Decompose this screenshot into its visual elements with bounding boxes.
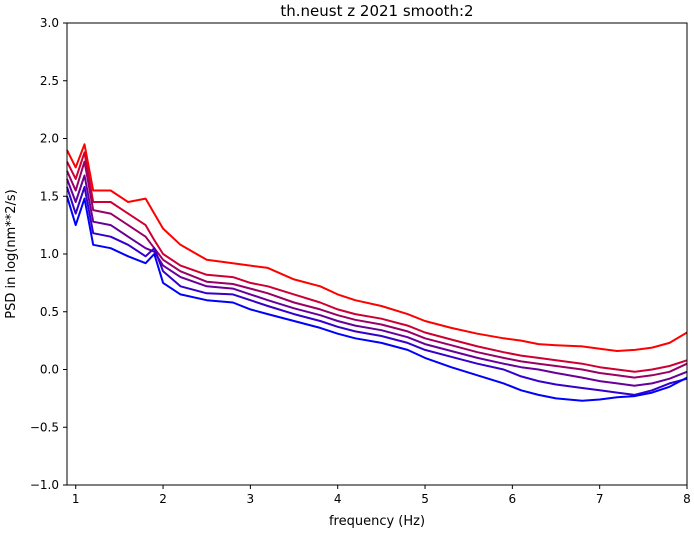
x-axis-label: frequency (Hz)	[329, 514, 425, 529]
y-tick-label: 0.0	[40, 363, 59, 377]
x-tick-label: 7	[596, 492, 604, 506]
x-axis: 1 2 3 4 5 6 7 8	[72, 485, 691, 506]
y-tick-label: 3.0	[40, 16, 59, 30]
x-tick-label: 3	[247, 492, 255, 506]
x-tick-label: 8	[683, 492, 691, 506]
x-tick-label: 1	[72, 492, 80, 506]
plot-frame	[66, 22, 688, 486]
series-lines	[66, 143, 688, 402]
y-tick-label: 1.0	[40, 247, 59, 261]
series-line-3	[66, 160, 688, 379]
y-tick-label: 0.5	[40, 305, 59, 319]
series-line-6	[66, 196, 688, 402]
y-axis-label: PSD in log(nm**2/s)	[4, 189, 19, 319]
x-tick-label: 6	[509, 492, 517, 506]
x-tick-label: 4	[334, 492, 342, 506]
series-line-4	[66, 174, 688, 387]
series-line-5	[66, 186, 688, 396]
y-tick-label: −1.0	[30, 478, 59, 492]
x-tick-label: 2	[159, 492, 167, 506]
y-tick-label: 1.5	[40, 189, 59, 203]
series-line-2	[66, 151, 688, 373]
y-axis: −1.0 −0.5 0.0 0.5 1.0 1.5 2.0 2.5 3.0	[30, 16, 67, 492]
y-tick-label: 2.0	[40, 132, 59, 146]
chart-title: th.neust z 2021 smooth:2	[280, 2, 473, 20]
y-tick-label: −0.5	[30, 420, 59, 434]
x-tick-label: 5	[421, 492, 429, 506]
y-tick-label: 2.5	[40, 74, 59, 88]
series-line-1	[66, 143, 688, 352]
